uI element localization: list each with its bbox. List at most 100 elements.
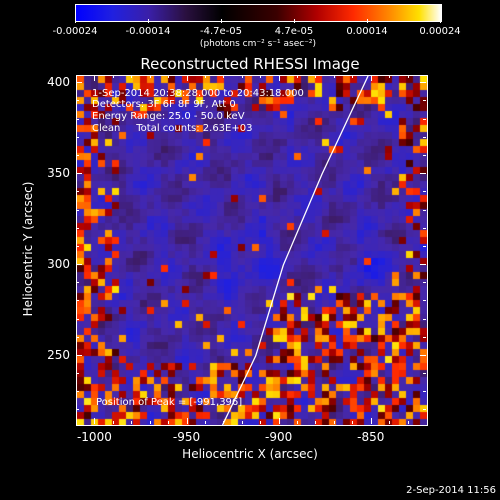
y-minor-tick-right	[423, 227, 426, 229]
y-minor-tick	[76, 409, 79, 411]
y-minor-tick-right	[423, 209, 426, 211]
x-minor-tick	[315, 421, 317, 424]
y-minor-tick	[76, 173, 79, 175]
colorbar-tick	[440, 19, 441, 23]
colorbar-tick-label: 0.00014	[346, 26, 388, 37]
y-minor-tick	[76, 264, 79, 266]
x-minor-tick	[389, 421, 391, 424]
y-tick-label: 250	[47, 347, 70, 362]
y-minor-tick-right	[423, 191, 426, 193]
x-minor-tick	[186, 421, 188, 424]
y-minor-tick-right	[423, 264, 426, 266]
x-tick-label: -900	[265, 430, 293, 444]
y-minor-tick	[76, 82, 79, 84]
info-time: 1-Sep-2014 20:38:28.000 to 20:43:18.000	[92, 88, 304, 99]
x-axis-label: Heliocentric X (arcsec)	[182, 447, 318, 461]
x-tick-top	[278, 75, 280, 81]
y-minor-tick-right	[423, 245, 426, 247]
x-minor-tick-top	[297, 75, 299, 78]
y-tick	[76, 82, 82, 84]
y-minor-tick-right	[423, 318, 426, 320]
y-minor-tick	[76, 100, 79, 102]
x-minor-tick	[297, 421, 299, 424]
y-minor-tick-right	[423, 100, 426, 102]
y-minor-tick	[76, 336, 79, 338]
heatmap-image	[77, 76, 427, 425]
y-minor-tick	[76, 245, 79, 247]
x-minor-tick-top	[186, 75, 188, 78]
solar-limb-line	[221, 76, 369, 425]
x-minor-tick-top	[149, 75, 151, 78]
x-minor-tick	[204, 421, 206, 424]
y-tick	[76, 264, 82, 266]
y-tick	[76, 354, 82, 356]
y-minor-tick	[76, 118, 79, 120]
y-minor-tick-right	[423, 154, 426, 156]
x-minor-tick-top	[260, 75, 262, 78]
colorbar-tick-label: -0.00014	[125, 26, 171, 37]
y-minor-tick-right	[423, 173, 426, 175]
y-minor-tick-right	[423, 409, 426, 411]
x-minor-tick-top	[204, 75, 206, 78]
y-minor-tick-right	[423, 282, 426, 284]
x-minor-tick-top	[278, 75, 280, 78]
y-axis-label: Heliocentric Y (arcsec)	[21, 181, 35, 317]
y-minor-tick-right	[423, 354, 426, 356]
y-minor-tick	[76, 391, 79, 393]
x-minor-tick	[131, 421, 133, 424]
x-minor-tick-top	[315, 75, 317, 78]
x-minor-tick	[333, 421, 335, 424]
y-minor-tick	[76, 209, 79, 211]
x-tick-label: -950	[172, 430, 201, 444]
x-minor-tick-top	[223, 75, 225, 78]
colorbar-tick-label: -0.00024	[52, 26, 98, 37]
x-tick-label: -1000	[76, 430, 112, 444]
x-minor-tick-top	[407, 75, 409, 78]
x-tick-top	[370, 75, 372, 81]
x-tick-top	[94, 75, 96, 81]
colorbar	[75, 4, 442, 22]
x-minor-tick-top	[241, 75, 243, 78]
y-minor-tick-right	[423, 336, 426, 338]
x-minor-tick	[241, 421, 243, 424]
colorbar-tick-label: 4.7e-05	[274, 26, 314, 37]
info-clean: Clean Total counts: 2.63E+03	[92, 123, 253, 134]
chart-title: Reconstructed RHESSI Image	[140, 55, 360, 73]
colorbar-tick	[367, 19, 368, 23]
y-minor-tick-right	[423, 300, 426, 302]
y-tick-label: 400	[47, 75, 70, 90]
x-minor-tick-top	[94, 75, 96, 78]
y-minor-tick-right	[423, 373, 426, 375]
y-minor-tick-right	[423, 82, 426, 84]
y-tick-label: 300	[47, 257, 70, 272]
x-minor-tick	[112, 421, 114, 424]
plot-area: 1-Sep-2014 20:38:28.000 to 20:43:18.000 …	[76, 75, 428, 426]
info-detectors: Detectors: 3F 6F 8F 9F, Att 0	[92, 99, 236, 110]
y-minor-tick-right	[423, 391, 426, 393]
x-minor-tick	[407, 421, 409, 424]
colorbar-tick	[75, 19, 76, 23]
x-minor-tick-top	[352, 75, 354, 78]
y-minor-tick	[76, 282, 79, 284]
footer-timestamp: 2-Sep-2014 11:56	[406, 485, 496, 496]
x-minor-tick	[352, 421, 354, 424]
colorbar-units: (photons cm⁻² s⁻¹ asec⁻²)	[199, 39, 317, 49]
y-minor-tick	[76, 373, 79, 375]
x-minor-tick	[370, 421, 372, 424]
y-tick	[76, 173, 82, 175]
colorbar-tick-label: 0.00024	[419, 26, 461, 37]
y-minor-tick	[76, 354, 79, 356]
y-minor-tick	[76, 191, 79, 193]
x-minor-tick	[260, 421, 262, 424]
colorbar-tick	[294, 19, 295, 23]
y-minor-tick-right	[423, 136, 426, 138]
x-tick-label: -850	[357, 430, 385, 444]
x-minor-tick-top	[168, 75, 170, 78]
y-minor-tick-right	[423, 118, 426, 120]
x-minor-tick-top	[389, 75, 391, 78]
y-minor-tick	[76, 154, 79, 156]
y-minor-tick	[76, 300, 79, 302]
x-minor-tick	[278, 421, 280, 424]
x-minor-tick	[149, 421, 151, 424]
x-minor-tick-top	[333, 75, 335, 78]
